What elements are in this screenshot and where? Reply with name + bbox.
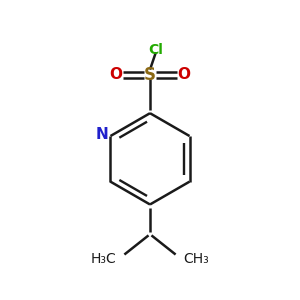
Text: O: O	[110, 68, 123, 82]
Text: CH₃: CH₃	[183, 252, 209, 266]
Text: N: N	[96, 127, 109, 142]
Text: O: O	[177, 68, 190, 82]
Text: Cl: Cl	[148, 43, 163, 57]
Text: H₃C: H₃C	[91, 252, 117, 266]
Text: S: S	[144, 66, 156, 84]
